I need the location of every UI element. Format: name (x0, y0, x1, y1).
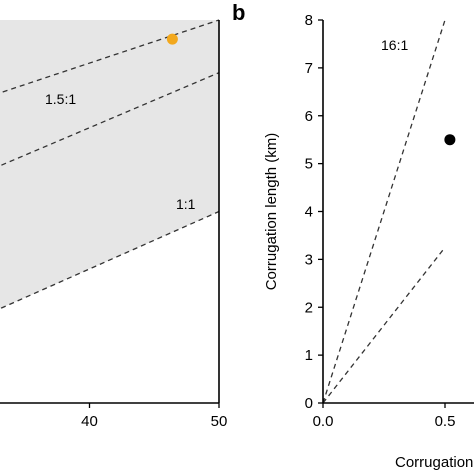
panel-b-letter: b (232, 0, 245, 25)
panel-a-reference-line-2 (0, 72, 220, 167)
panel-b-x-axis-title: Corrugation (395, 454, 473, 471)
panel-b-x-tick-label: 0.5 (435, 413, 456, 430)
panel-a-ratio-label: 1.5:1 (45, 91, 76, 107)
panel-b-y-tick-label: 0 (305, 395, 313, 412)
panel-b-y-axis-title: Corrugation length (km) (263, 133, 280, 291)
panel-b-ratio-label: 16:1 (381, 37, 408, 53)
panel-a: 1.5:1 1:1 40 50 (0, 19, 228, 430)
panel-b-y-tick-label: 6 (305, 108, 313, 125)
panel-b: 16:1 0 1 2 3 4 5 6 7 8 0.0 0.5 Corrugation length (k… (263, 12, 474, 471)
panel-a-x-tick-label: 40 (81, 413, 98, 430)
panel-b-y-tick-label: 8 (305, 12, 313, 29)
panel-a-data-point (166, 33, 178, 45)
panel-b-reference-line-1 (322, 19, 446, 404)
panel-b-y-tick-label: 1 (305, 347, 313, 364)
panel-b-data-point (444, 134, 456, 146)
panel-a-ratio-label: 1:1 (176, 196, 196, 212)
panel-b-x-tick-label: 0.0 (313, 413, 334, 430)
panel-a-shaded-region (0, 20, 219, 309)
panel-b-y-tick-label: 3 (305, 251, 313, 268)
panel-b-y-tick-label: 5 (305, 156, 313, 173)
panel-b-y-tick-label: 2 (305, 299, 313, 316)
panel-b-reference-line-2 (322, 247, 446, 404)
panel-b-y-tick-label: 7 (305, 60, 313, 77)
panel-a-x-tick-label: 50 (211, 413, 228, 430)
panel-b-y-tick-label: 4 (305, 204, 313, 221)
panel-a-reference-line-3 (0, 210, 220, 310)
panel-a-reference-line-1 (0, 19, 220, 94)
